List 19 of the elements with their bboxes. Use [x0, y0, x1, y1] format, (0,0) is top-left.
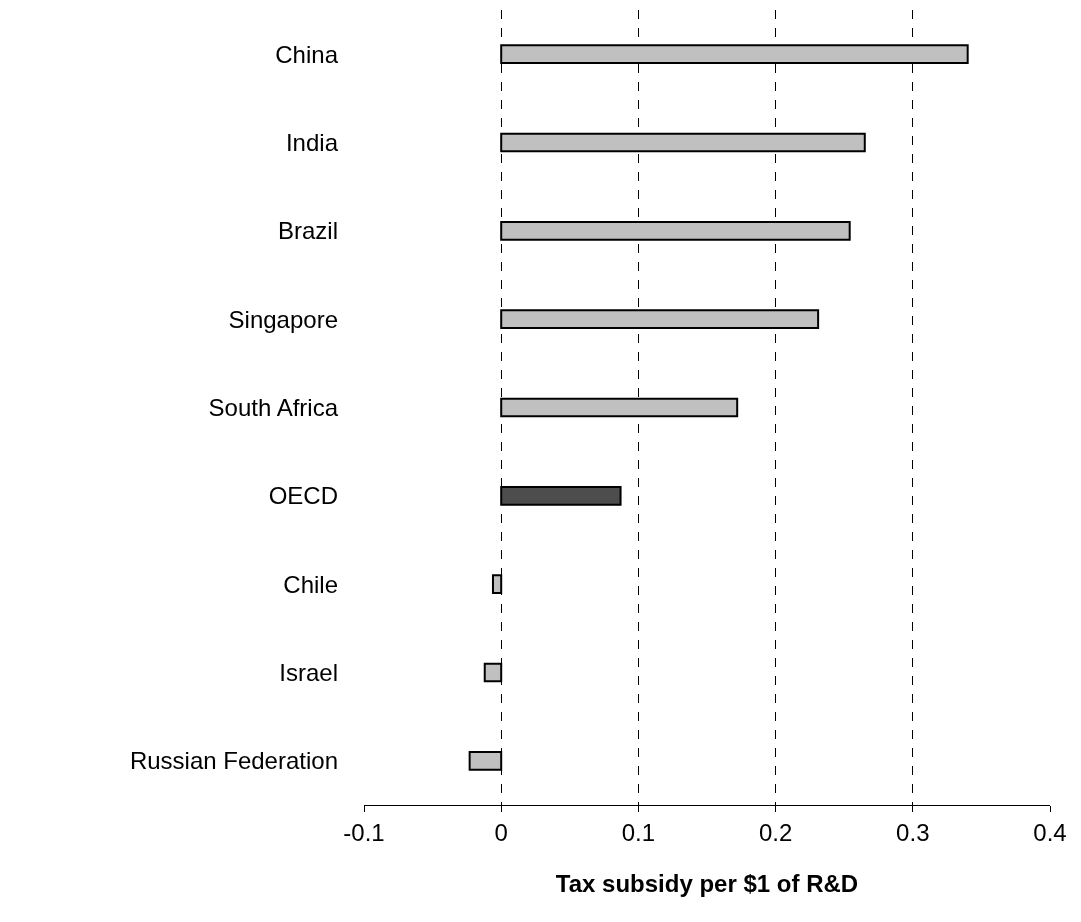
x-tick-label: 0	[494, 818, 508, 846]
x-tick-label: 0.1	[621, 818, 656, 846]
bar	[500, 221, 851, 241]
y-tick-label: Israel	[279, 658, 338, 686]
y-tick-label: OECD	[268, 482, 338, 510]
x-tick-label: 0.3	[896, 818, 930, 846]
x-tick-label: 0.2	[758, 818, 793, 846]
y-tick-label: Brazil	[277, 217, 338, 245]
bar	[500, 309, 820, 329]
y-tick-label: Chile	[283, 570, 338, 598]
y-tick-label: Singapore	[228, 305, 338, 333]
y-tick-label: India	[285, 128, 339, 156]
bar	[500, 132, 866, 153]
y-tick-label: South Africa	[208, 393, 339, 421]
x-tick-label: -0.1	[343, 818, 385, 846]
x-tick-label: 0.4	[1033, 818, 1067, 846]
y-tick-label: Russian Federation	[129, 747, 338, 775]
x-axis-title: Tax subsidy per $1 of R&D	[555, 870, 859, 898]
y-tick-label: China	[275, 40, 339, 68]
